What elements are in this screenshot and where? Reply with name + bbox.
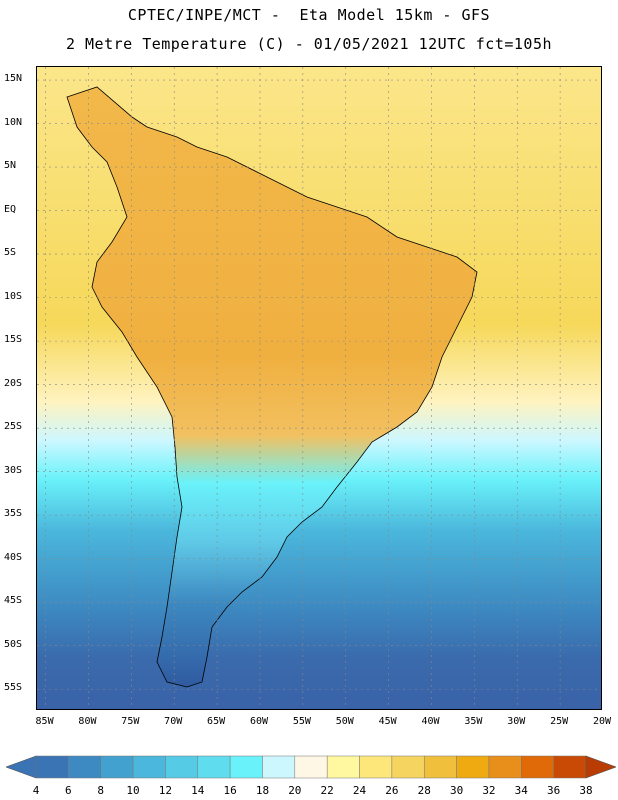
legend-tick-label: 30 (449, 784, 464, 797)
legend-tick-label: 16 (223, 784, 237, 797)
temperature-map (37, 67, 601, 709)
legend-tick-label: 4 (32, 784, 40, 797)
legend-swatch (262, 755, 296, 779)
lon-tick-label: 50W (335, 716, 354, 727)
lat-tick-label: 30S (4, 464, 23, 476)
legend-arrow-low (6, 755, 37, 779)
lat-tick-label: 55S (4, 682, 23, 694)
legend-tick-label: 20 (288, 784, 302, 797)
lon-tick-label: 40W (421, 716, 440, 727)
legend-tick-label: 28 (417, 784, 431, 797)
lat-tick-label: 25S (4, 421, 23, 433)
lon-tick-label: 75W (121, 716, 140, 727)
legend-tick-label: 24 (352, 784, 367, 797)
legend-swatch (165, 755, 199, 779)
lon-tick-label: 65W (207, 716, 226, 727)
legend-swatch (553, 755, 587, 779)
color-legend (6, 755, 616, 779)
lon-tick-label: 80W (78, 716, 97, 727)
lat-tick-label: 5N (4, 160, 17, 172)
lat-tick-label: 5S (4, 247, 17, 259)
legend-tick-label: 10 (126, 784, 140, 797)
legend-swatch (100, 755, 134, 779)
legend-swatch (294, 755, 328, 779)
legend-swatch (68, 755, 101, 779)
lon-tick-label: 20W (592, 716, 612, 727)
legend-tick-label: 38 (579, 784, 593, 797)
lat-tick-label: 10S (4, 290, 23, 302)
lat-tick-label: 15N (4, 73, 23, 85)
lon-tick-label: 30W (507, 716, 526, 727)
legend-swatch (326, 755, 360, 779)
legend-swatch (423, 755, 457, 779)
legend-swatch (521, 755, 554, 779)
legend-swatch (391, 755, 425, 779)
lat-tick-label: 10N (4, 116, 23, 128)
lon-tick-label: 45W (378, 716, 397, 727)
lat-tick-label: 15S (4, 334, 23, 346)
legend-tick-label: 6 (65, 784, 72, 797)
lat-tick-label: 40S (4, 551, 23, 563)
legend-swatch (35, 755, 69, 779)
legend-arrow-high (585, 755, 616, 779)
lon-tick-label: 60W (249, 716, 268, 727)
lon-tick-label: 55W (292, 716, 311, 727)
legend-tick-label: 8 (97, 784, 105, 797)
lon-tick-label: 70W (164, 716, 183, 727)
legend-swatch (488, 755, 522, 779)
lat-tick-label: 45S (4, 595, 23, 607)
legend-tick-label: 18 (255, 784, 270, 797)
legend-swatch (197, 755, 231, 779)
map-title: CPTEC/INPE/MCT - Eta Model 15km - GFS (127, 6, 491, 24)
lon-tick-label: 35W (464, 716, 483, 727)
legend-tick-label: 32 (482, 784, 496, 797)
south-america-land (66, 86, 478, 688)
legend-tick-label: 12 (158, 784, 173, 797)
lat-tick-label: 20S (4, 377, 23, 389)
legend-tick-label: 26 (385, 784, 399, 797)
lon-tick-label: 25W (550, 716, 569, 727)
legend-tick-label: 36 (547, 784, 561, 797)
legend-tick-label: 22 (320, 784, 334, 797)
map-subtitle: 2 Metre Temperature (C) - 01/05/2021 12U… (65, 35, 553, 53)
legend-swatch (456, 755, 490, 779)
graticule (37, 67, 601, 709)
legend-swatch (132, 755, 166, 779)
lon-tick-label: 85W (35, 716, 54, 727)
legend-swatch (359, 755, 393, 779)
legend-tick-label: 34 (514, 784, 528, 797)
lat-tick-label: 50S (4, 638, 23, 650)
map-panel[interactable] (36, 66, 602, 710)
legend-tick-label: 14 (191, 784, 205, 797)
lat-tick-label: 35S (4, 508, 23, 520)
legend-swatch (229, 755, 263, 779)
lat-tick-label: EQ (4, 203, 17, 215)
